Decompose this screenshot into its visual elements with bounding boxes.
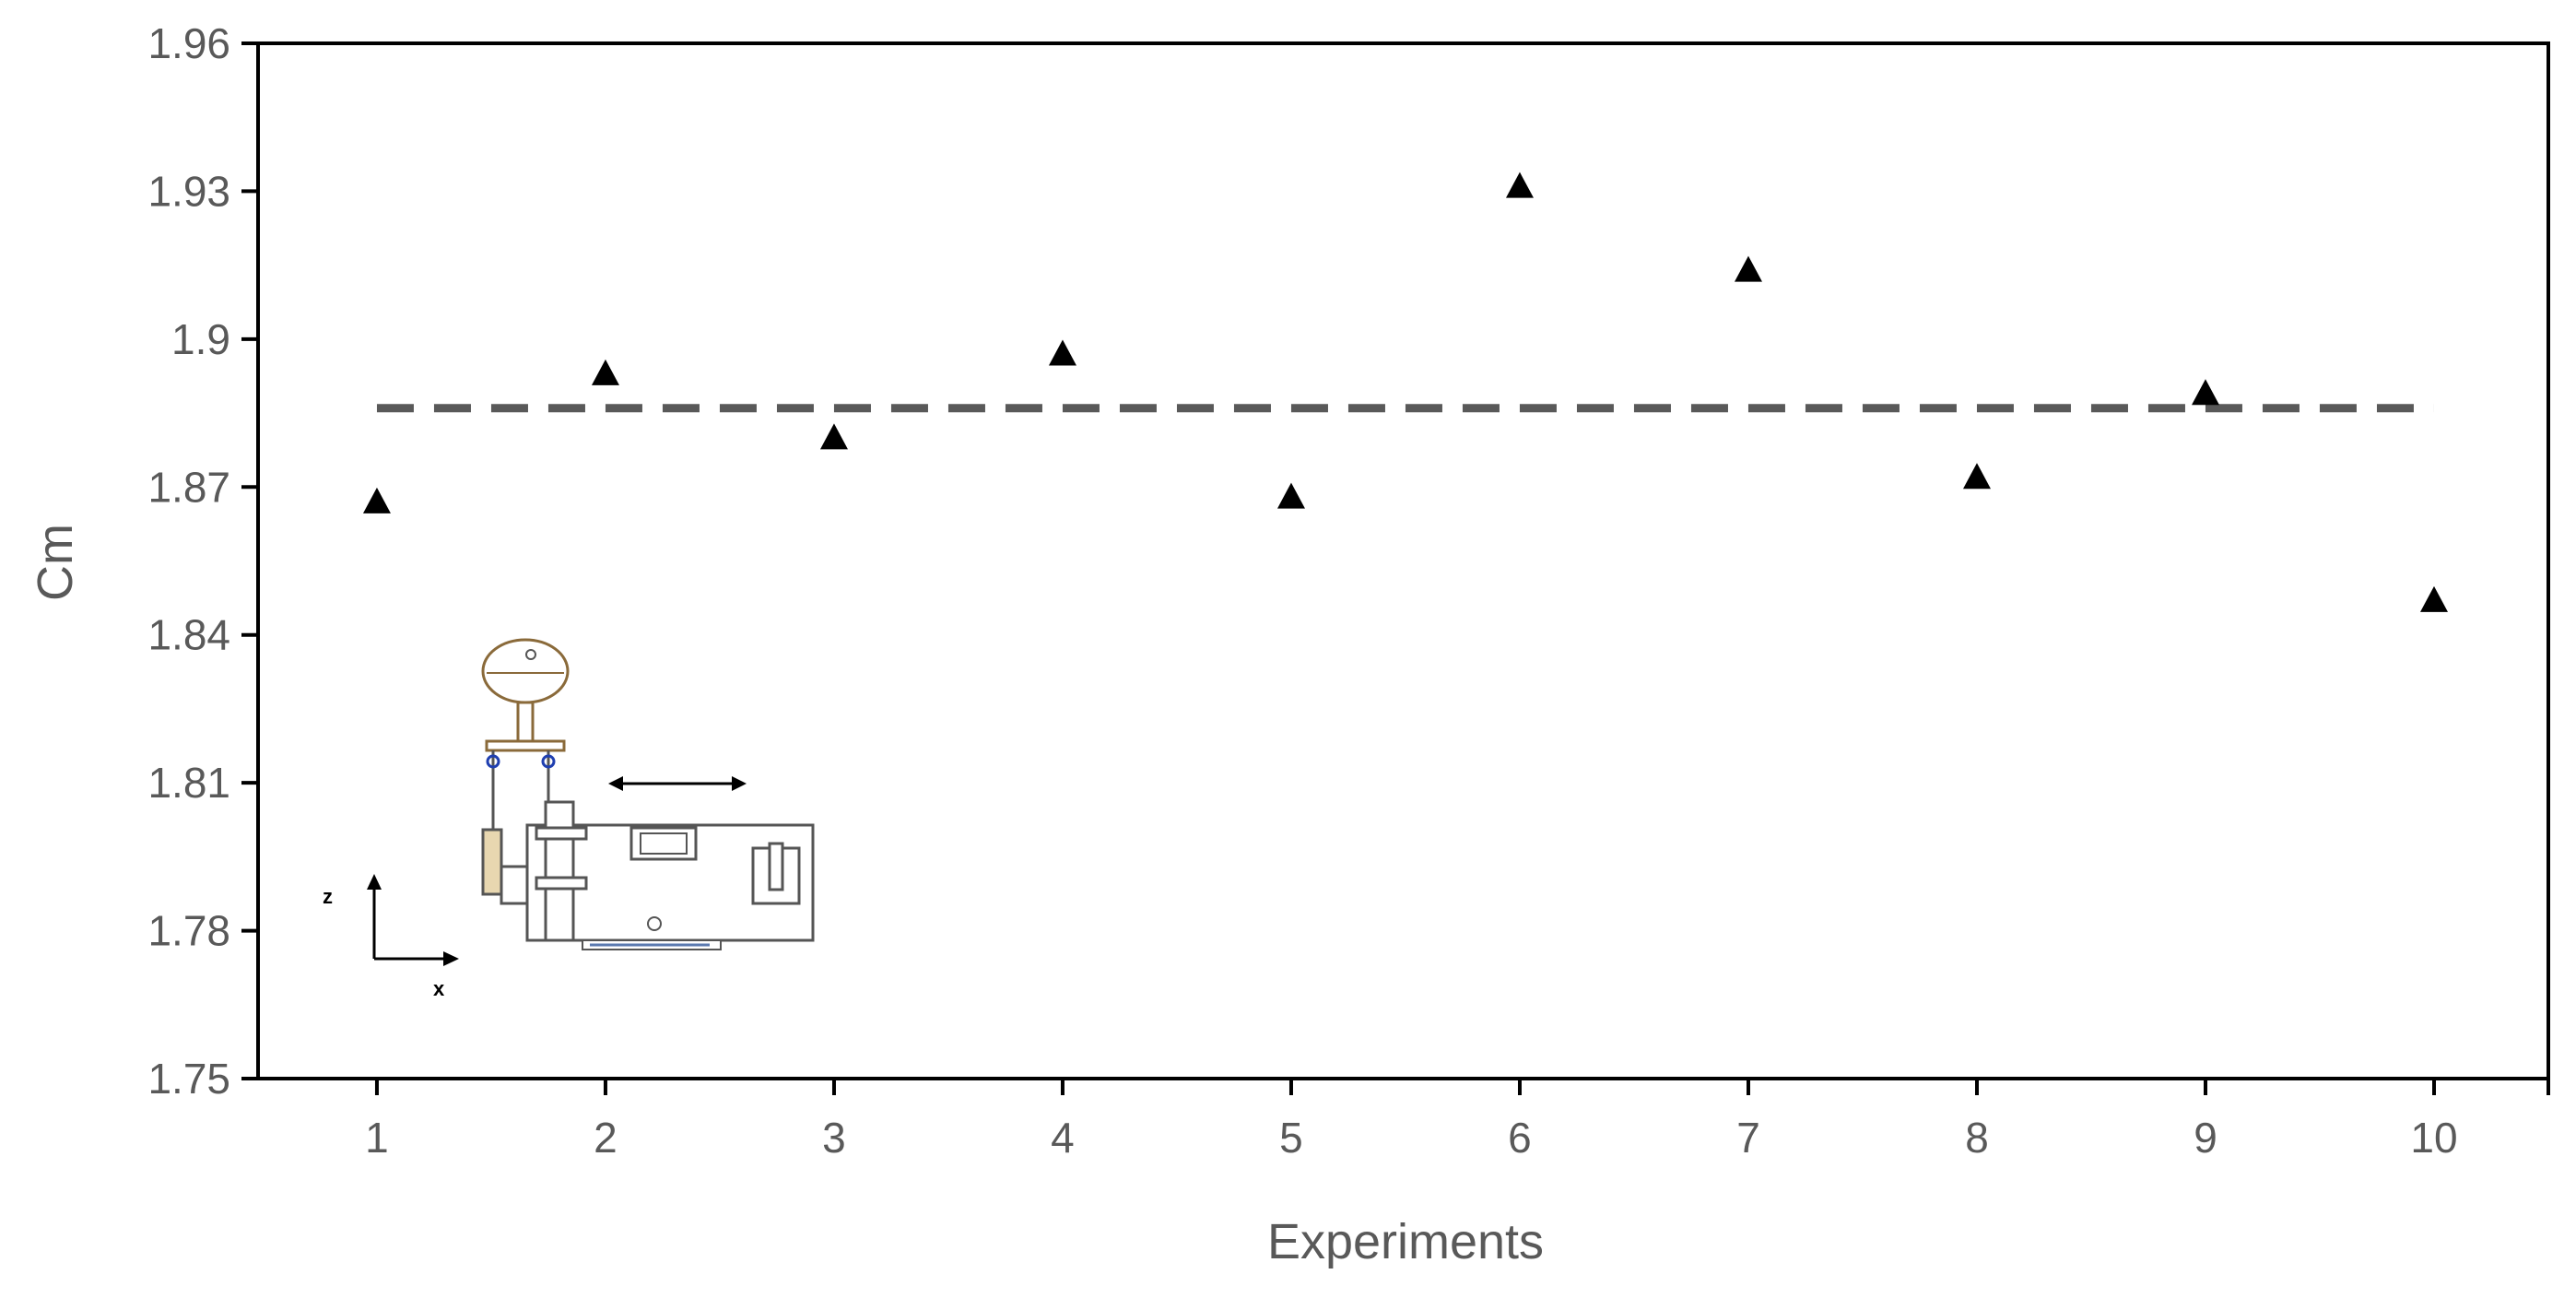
x-axis-title: Experiments [1267,1214,1544,1269]
data-point-marker [1505,171,1534,198]
inset-axis-z-label: z [323,885,333,908]
x-tick-label: 2 [594,1114,618,1162]
y-axis-title: Cm [28,524,83,601]
inset-axis-x-label: x [433,977,445,1000]
x-tick-label: 1 [365,1114,389,1162]
data-point-marker [2419,585,2448,612]
y-tick-label: 1.9 [171,315,230,363]
data-point-marker [1962,463,1991,490]
y-axis-ticks: 1.75 1.78 1.81 1.84 1.87 1.9 1.93 1.96 [147,19,258,1103]
x-tick-label: 8 [1965,1114,1989,1162]
data-point-marker [2191,379,2219,406]
y-tick-label: 1.93 [147,167,230,215]
plot-frame [256,41,2550,1080]
y-tick-label: 1.75 [147,1055,230,1103]
data-point-marker [362,487,391,513]
data-point-marker [1276,482,1305,509]
apparatus-schematic: z x [323,638,815,1000]
data-point-marker [819,423,848,450]
x-axis-ticks: 1 2 3 4 5 6 7 8 9 10 [365,1079,2550,1162]
x-tick-label: 3 [822,1114,846,1162]
x-tick-label: 10 [2410,1114,2457,1162]
y-tick-label: 1.81 [147,759,230,807]
data-markers [362,171,2448,612]
x-tick-label: 6 [1508,1114,1532,1162]
axes [256,41,2550,1080]
data-point-marker [591,359,619,385]
y-tick-label: 1.87 [147,463,230,511]
x-tick-label: 5 [1279,1114,1303,1162]
x-tick-label: 9 [2194,1114,2217,1162]
y-tick-label: 1.78 [147,907,230,955]
coordinate-axes-icon: z x [323,874,459,1000]
y-tick-label: 1.96 [147,19,230,67]
y-tick-label: 1.84 [147,611,230,659]
x-tick-label: 4 [1051,1114,1075,1162]
x-tick-label: 7 [1736,1114,1760,1162]
data-point-marker [1048,339,1076,366]
data-point-marker [1734,255,1762,282]
